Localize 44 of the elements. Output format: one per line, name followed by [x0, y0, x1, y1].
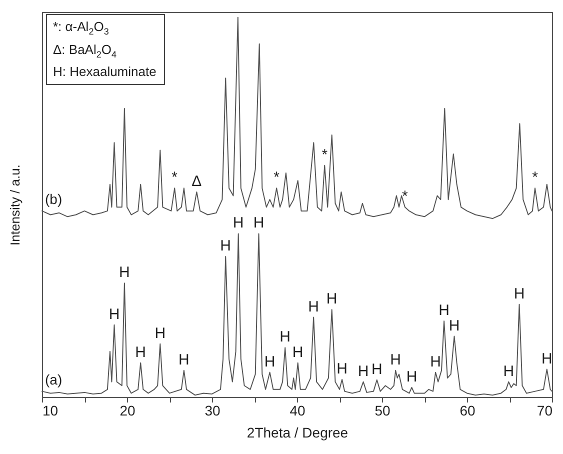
annotation: * [532, 169, 538, 186]
x-tick-label: 40 [290, 402, 306, 418]
annotation: H: Hexaaluminate [53, 63, 156, 80]
x-tick-label: 30 [204, 402, 220, 418]
annotation: H [253, 214, 264, 232]
annotation: H [503, 362, 514, 380]
x-tick-label: 10 [42, 402, 58, 418]
annotation: H [326, 290, 338, 308]
x-tick-label: 60 [460, 402, 476, 418]
x-tick-label: 50 [374, 402, 390, 418]
annotation: Δ: BaAl$_{2}$O$_{4}$ [53, 40, 118, 62]
annotation: Δ [192, 172, 202, 190]
annotation: H [336, 360, 348, 378]
series-label: (b) [45, 190, 62, 207]
annotation: H [541, 350, 552, 368]
x-tick-label: 70 [536, 402, 553, 418]
annotation: * [322, 146, 328, 164]
annotation: H [292, 344, 304, 361]
annotation: * [274, 169, 280, 186]
annotation: H [280, 328, 291, 346]
y-axis-title: Intensity / a.u. [8, 164, 22, 246]
annotation: H [119, 264, 130, 282]
annotation: H [514, 285, 525, 302]
annotation: * [172, 169, 178, 186]
annotation: *: α-Al$_{2}$O$_{3}$ [53, 18, 110, 39]
annotation: H [438, 302, 450, 320]
annotation: H [108, 306, 120, 323]
annotation: H [135, 344, 146, 361]
annotation: H [390, 351, 402, 368]
annotation: H [371, 360, 382, 378]
annotation: H [154, 324, 166, 342]
annotation: H [308, 298, 319, 316]
annotation: * [402, 188, 408, 206]
annotation: H [448, 317, 460, 334]
annotation: H [406, 368, 418, 386]
series-label: (a) [45, 371, 62, 388]
annotation: H [358, 362, 369, 380]
annotation: H [220, 238, 232, 255]
annotation: H [178, 351, 190, 368]
x-tick-label: 20 [120, 402, 136, 418]
annotation: H [430, 353, 441, 370]
x-axis-title: 2Theta / Degree [246, 424, 348, 440]
annotation: H [264, 353, 276, 370]
annotation: H [232, 214, 244, 232]
